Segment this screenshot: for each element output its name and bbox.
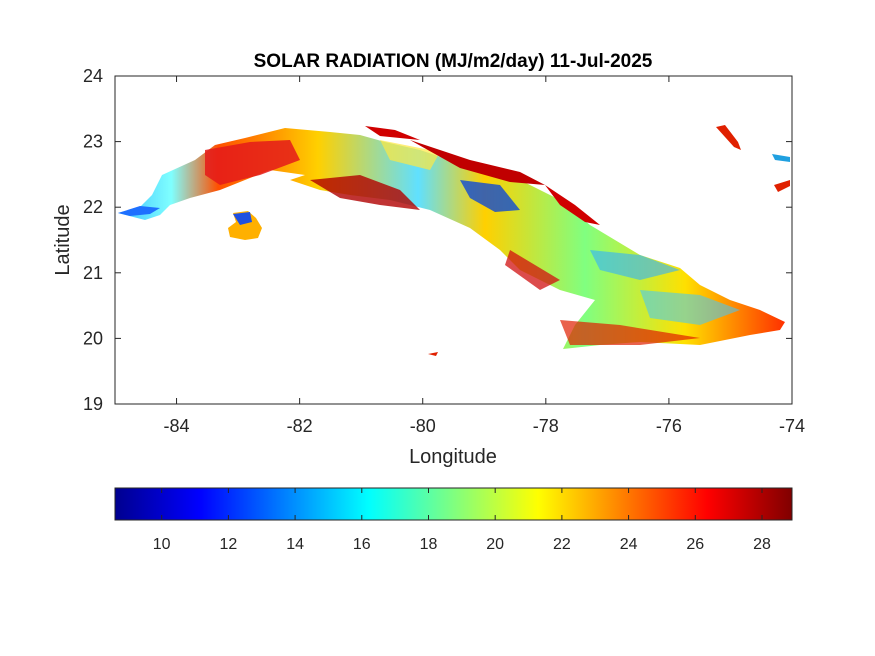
colorbar-tick-label: 26 [686, 536, 704, 553]
radiation-map [118, 125, 790, 356]
x-tick-label: -84 [164, 416, 190, 436]
colorbar-tick-label: 16 [353, 536, 371, 553]
colorbar-tick-label: 28 [753, 536, 771, 553]
colorbar-tick-label: 24 [620, 536, 638, 553]
y-tick-label: 21 [83, 263, 103, 283]
colorbar-tick-label: 14 [286, 536, 304, 553]
y-tick-label: 19 [83, 394, 103, 414]
x-tick-label: -76 [656, 416, 682, 436]
west-tip [118, 206, 160, 216]
colorbar [114, 487, 793, 521]
colorbar-tick-label: 22 [553, 536, 571, 553]
colorbar-tick-label: 18 [420, 536, 438, 553]
y-tick-label: 20 [83, 328, 103, 348]
x-tick-label: -80 [410, 416, 436, 436]
x-tick-label: -78 [533, 416, 559, 436]
colorbar-tick-label: 20 [486, 536, 504, 553]
x-tick-label: -74 [779, 416, 805, 436]
chart-title: SOLAR RADIATION (MJ/m2/day) 11-Jul-2025 [254, 51, 653, 72]
y-tick-label: 24 [83, 66, 103, 86]
x-axis-label: Longitude [409, 446, 497, 468]
colorbar-ticks: 10 12 14 16 18 20 22 24 26 28 [153, 488, 771, 553]
colorbar-tick-label: 10 [153, 536, 171, 553]
y-tick-label: 23 [83, 132, 103, 152]
y-axis-label: Latitude [52, 204, 74, 275]
colorbar-tick-label: 12 [219, 536, 237, 553]
plot-area [114, 75, 793, 405]
y-tick-label: 22 [83, 197, 103, 217]
x-tick-label: -82 [287, 416, 313, 436]
cuba-main-island [118, 128, 785, 349]
x-axis-ticks: -84 -82 -80 -78 -76 -74 [164, 76, 805, 436]
y-axis-ticks: 19 20 21 22 23 24 [83, 66, 792, 414]
